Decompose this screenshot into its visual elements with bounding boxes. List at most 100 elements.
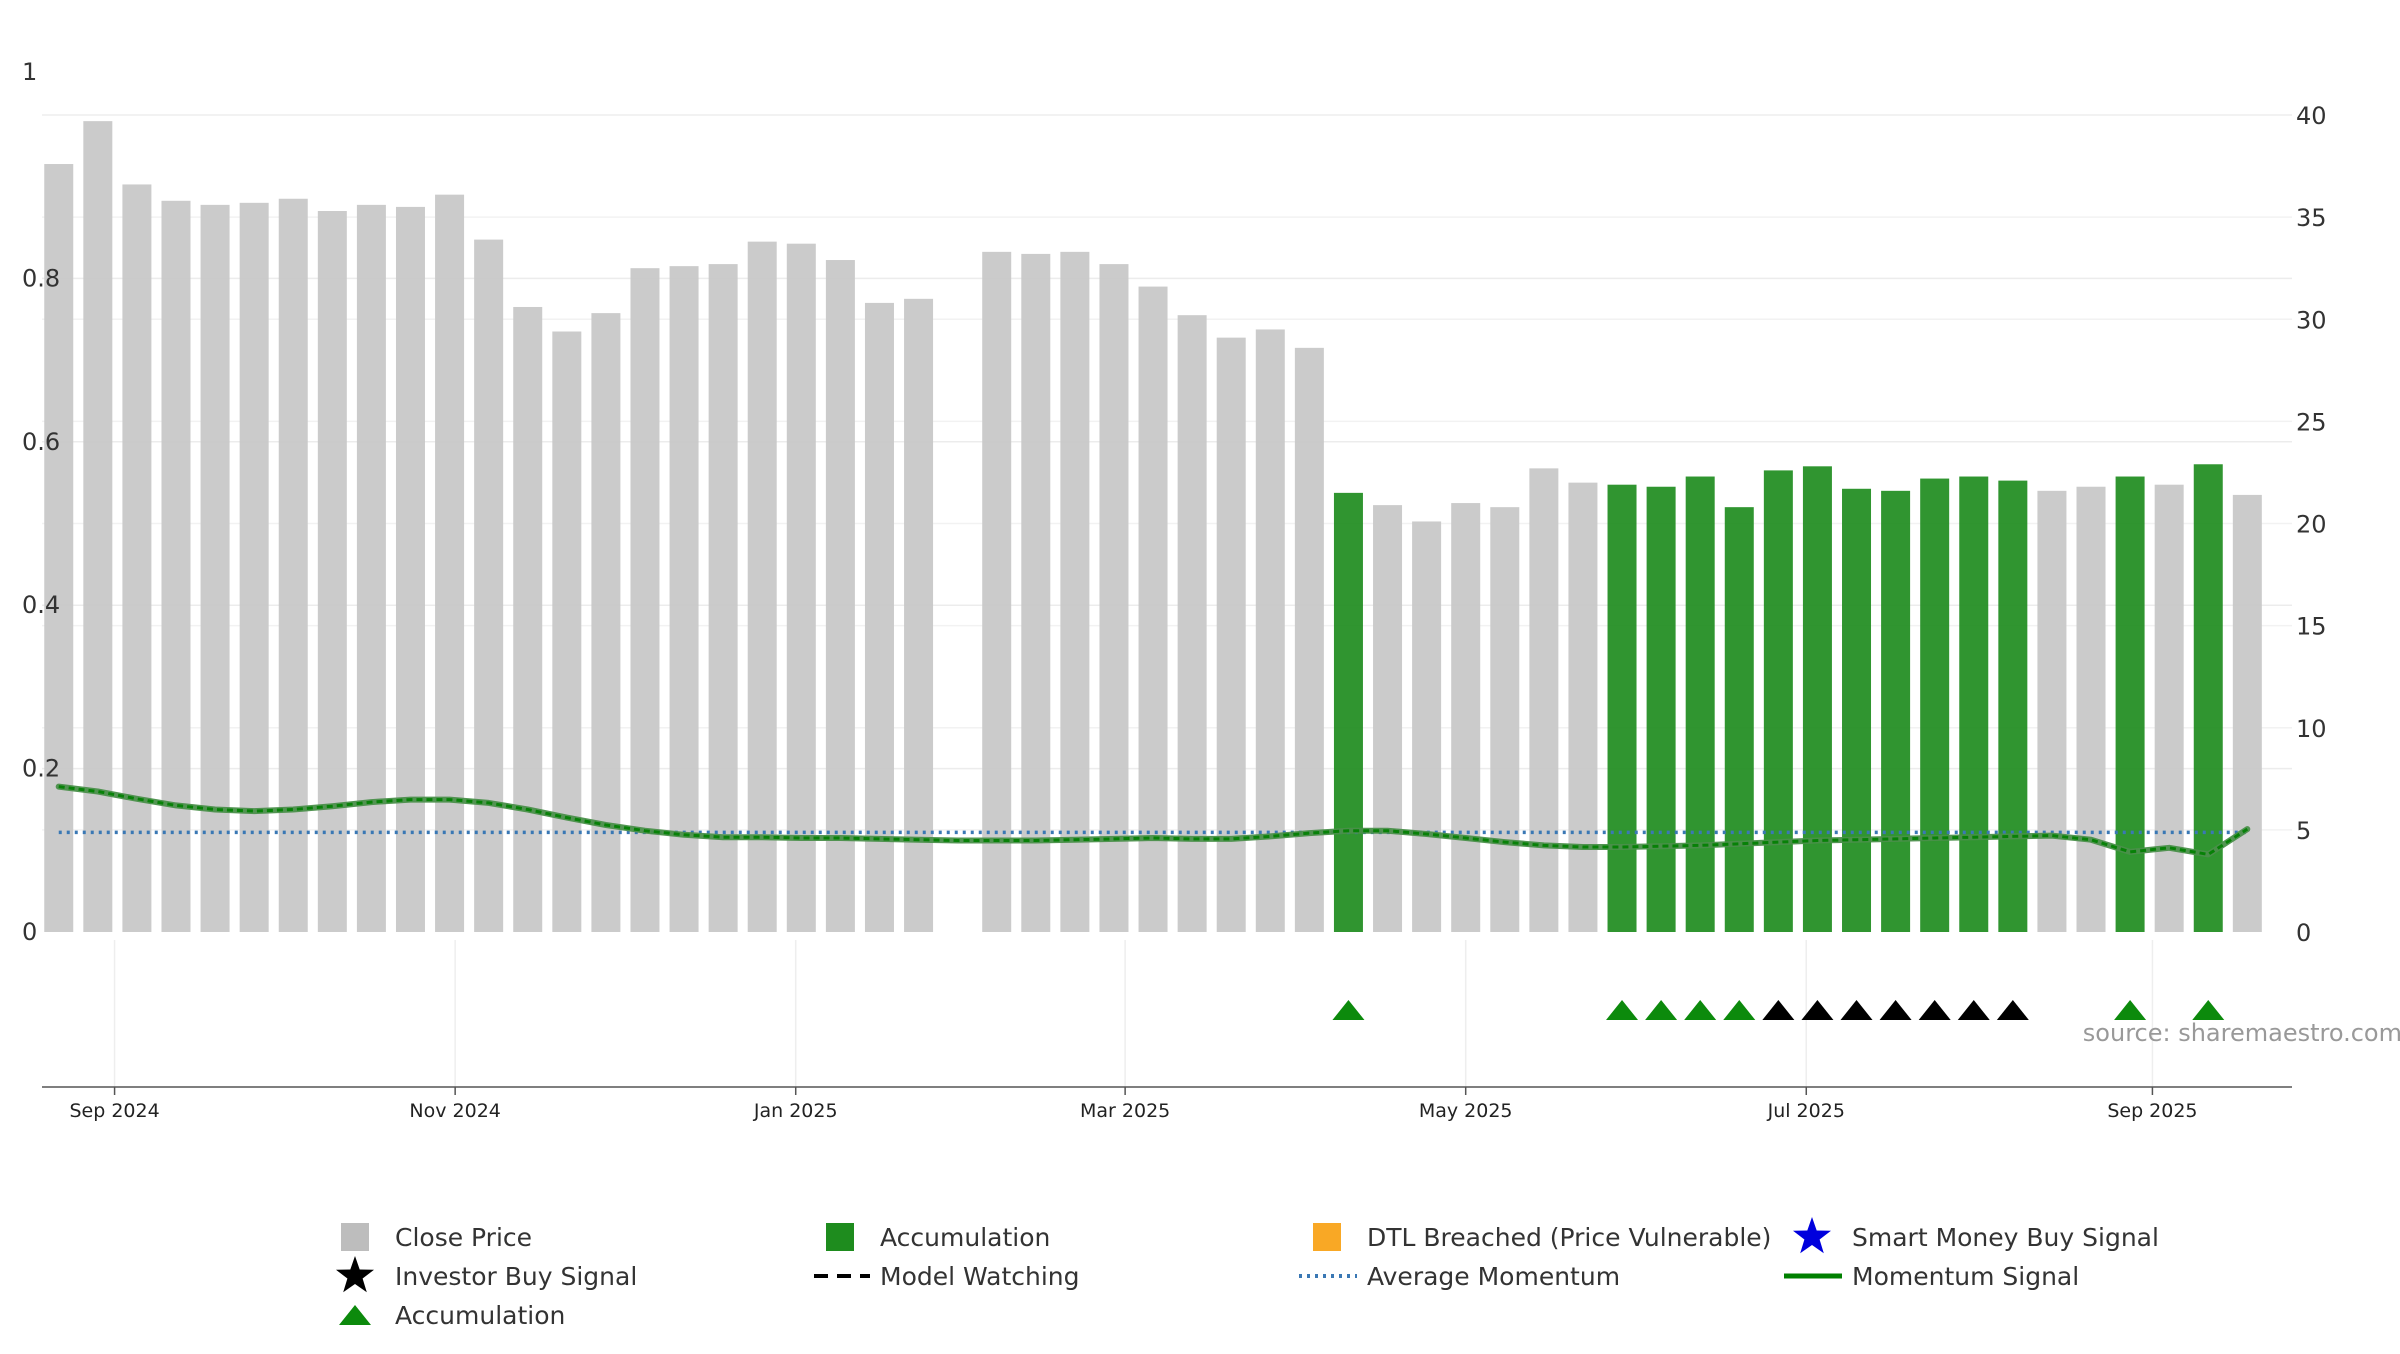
legend-item: Accumulation: [339, 1301, 565, 1330]
investor-buy-signal-marker: [1762, 1000, 1795, 1020]
accumulation-signal-marker: [2114, 1000, 2147, 1020]
y-right-tick-label: 30: [2296, 306, 2327, 334]
close-price-bar: [44, 164, 74, 932]
legend-label: Smart Money Buy Signal: [1852, 1223, 2159, 1252]
close-price-bar: [435, 194, 465, 933]
legend-label: Close Price: [395, 1223, 532, 1252]
close-price-bar: [1451, 503, 1481, 932]
legend-dtl-swatch: [1313, 1223, 1341, 1251]
signals-layer: [1332, 1000, 2225, 1020]
legend-label: Average Momentum: [1367, 1262, 1620, 1291]
close-price-bar: [239, 202, 269, 932]
close-price-bar: [904, 298, 934, 932]
close-price-bar: [1021, 253, 1051, 932]
close-price-bar: [591, 313, 621, 932]
legend-smart-money-star-icon: [1793, 1217, 1831, 1254]
close-price-bar: [982, 251, 1012, 932]
accumulation-bar: [1333, 492, 1363, 932]
y-right-tick-label: 10: [2296, 715, 2327, 743]
investor-buy-signal-marker: [1840, 1000, 1873, 1020]
accumulation-bar: [1724, 507, 1754, 932]
x-axis-tick-label: Sep 2025: [2107, 1100, 2197, 1122]
close-price-bar: [1099, 264, 1129, 932]
close-price-bar: [395, 206, 425, 933]
close-price-bar: [864, 302, 894, 932]
close-price-bar: [1373, 505, 1403, 932]
legend-item: Investor Buy Signal: [336, 1256, 637, 1293]
y-left-tick-label: 1: [22, 58, 37, 86]
accumulation-signal-marker: [1332, 1000, 1365, 1020]
legend: Close Price Accumulation DTL Breached (Pri…: [336, 1217, 2159, 1330]
close-price-bar: [2232, 494, 2262, 932]
accumulation-signal-marker: [1606, 1000, 1639, 1020]
accumulation-bar: [1959, 476, 1989, 932]
close-price-bar: [474, 239, 504, 932]
close-price-bar: [708, 264, 738, 932]
legend-item: Smart Money Buy Signal: [1793, 1217, 2159, 1254]
y-left-tick-label: 0.6: [22, 428, 60, 456]
lines-layer: [55, 783, 2251, 858]
y-right-tick-label: 35: [2296, 204, 2327, 232]
source-label: source: sharemaestro.com: [2083, 1019, 2400, 1047]
accumulation-signal-marker: [1684, 1000, 1717, 1020]
investor-buy-signal-marker: [1957, 1000, 1990, 1020]
close-price-bar: [1060, 251, 1090, 932]
accumulation-bar: [1607, 484, 1637, 932]
bars-layer: [44, 121, 2262, 933]
close-price-bar: [825, 260, 855, 933]
close-price-bar: [1490, 507, 1520, 932]
close-price-bar: [630, 268, 660, 932]
y-left-tick-label: 0.2: [22, 755, 60, 783]
close-price-bar: [1177, 315, 1207, 932]
close-price-bar: [513, 306, 543, 932]
close-price-bar: [1568, 482, 1598, 932]
x-axis-tick-label: Jul 2025: [1767, 1100, 1845, 1122]
close-price-bar: [1294, 347, 1324, 933]
accumulation-signal-marker: [1645, 1000, 1678, 1020]
close-price-bar: [669, 266, 699, 932]
close-price-bar: [2076, 486, 2106, 932]
legend-label: DTL Breached (Price Vulnerable): [1367, 1223, 1771, 1252]
legend-item: Average Momentum: [1299, 1262, 1620, 1291]
legend-item: Accumulation: [826, 1223, 1050, 1252]
legend-investor-buy-star-icon: [336, 1256, 374, 1293]
accumulation-bar: [1998, 480, 2028, 932]
accumulation-bar: [1842, 488, 1872, 932]
legend-item: Momentum Signal: [1784, 1262, 2079, 1291]
legend-label: Accumulation: [395, 1301, 565, 1330]
close-price-bar: [1216, 337, 1246, 932]
close-price-bar: [356, 204, 386, 932]
legend-label: Model Watching: [880, 1262, 1080, 1291]
close-price-bar: [278, 198, 308, 932]
model-watching-line: [58, 785, 2249, 856]
accumulation-signal-marker: [1723, 1000, 1756, 1020]
close-price-bar: [552, 331, 582, 932]
legend-close-price-swatch: [341, 1223, 369, 1251]
close-price-bar: [1412, 521, 1442, 932]
investor-buy-signal-marker: [1879, 1000, 1912, 1020]
close-price-bar: [2154, 484, 2184, 932]
y-right-tick-label: 20: [2296, 511, 2327, 539]
legend-accumulation-triangle-icon: [339, 1305, 371, 1325]
accumulation-bar: [1920, 478, 1950, 932]
legend-accumulation-swatch: [826, 1223, 854, 1251]
investor-buy-signal-marker: [1801, 1000, 1834, 1020]
y-right-tick-label: 0: [2296, 919, 2311, 947]
accumulation-bar: [1802, 466, 1832, 932]
accumulation-bar: [1881, 490, 1911, 932]
x-axis-tick-label: Sep 2024: [69, 1100, 159, 1122]
close-price-bar: [786, 243, 816, 933]
close-price-bar: [83, 121, 113, 932]
x-axis-tick-label: Jan 2025: [753, 1100, 838, 1122]
close-price-bar: [1255, 329, 1285, 932]
close-price-bar: [317, 210, 347, 932]
accumulation-bar: [1763, 470, 1793, 932]
accumulation-bar: [2115, 476, 2145, 932]
investor-buy-signal-marker: [1918, 1000, 1951, 1020]
y-right-tick-label: 40: [2296, 102, 2327, 130]
close-price-bar: [747, 241, 777, 932]
accumulation-bar: [1646, 486, 1676, 932]
